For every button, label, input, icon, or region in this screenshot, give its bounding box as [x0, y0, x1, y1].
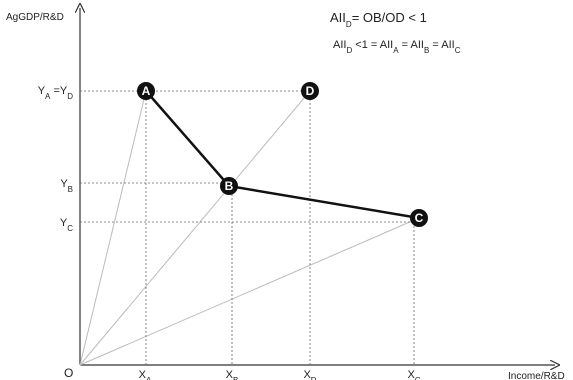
subscript: C: [67, 224, 73, 233]
formula: AIID= OB/OD < 1: [330, 10, 427, 29]
y-label: YC: [60, 217, 73, 233]
subscript: B: [424, 46, 429, 55]
subscript: A: [45, 92, 51, 101]
subscript: D: [346, 46, 352, 55]
x-axis-label: Income/R&D: [508, 371, 565, 380]
y-axis-label: AgGDP/R&D: [6, 12, 64, 23]
text-part: = AII: [399, 39, 424, 51]
text-part: = AII: [429, 39, 454, 51]
svg-text:B: B: [225, 179, 234, 193]
ray-oa: [79, 90, 147, 366]
node: A: [137, 82, 155, 100]
x-label: XA: [139, 369, 152, 380]
ray-oc: [79, 217, 420, 366]
svg-text:D: D: [306, 84, 315, 98]
text-part: AII: [330, 10, 346, 25]
svg-text:C: C: [415, 211, 424, 225]
x-label: XB: [226, 369, 239, 380]
subscript: C: [455, 46, 461, 55]
x-label: XC: [407, 369, 420, 380]
subscript: D: [346, 20, 352, 29]
subscript: B: [233, 376, 238, 380]
subscript: A: [146, 376, 152, 380]
subscript: B: [68, 185, 73, 194]
formula: AIID <1 = AIIA = AIIB = AIIC: [333, 39, 461, 55]
subscript: D: [67, 92, 73, 101]
frontier: [145, 90, 420, 220]
ray-od: [79, 90, 311, 366]
origin-label: O: [64, 366, 73, 380]
subscript: D: [311, 376, 317, 380]
text-part: Y: [60, 217, 68, 229]
subscript: A: [393, 46, 399, 55]
node: D: [301, 82, 319, 100]
text-part: X: [226, 369, 234, 380]
node: C: [410, 209, 428, 227]
subscript: C: [415, 376, 421, 380]
y-label: YA =YD: [38, 85, 74, 101]
text-part: <1 = AII: [352, 39, 393, 51]
text-part: Y: [60, 178, 68, 190]
text-part: =Y: [50, 85, 67, 97]
text-part: = OB/OD < 1: [352, 10, 427, 25]
text-part: X: [303, 369, 311, 380]
text-part: Y: [38, 85, 46, 97]
text-part: X: [139, 369, 147, 380]
text-part: X: [407, 369, 415, 380]
text-part: AII: [333, 39, 346, 51]
y-label: YB: [60, 178, 73, 194]
x-label: XD: [303, 369, 316, 380]
svg-text:A: A: [142, 84, 151, 98]
node: B: [220, 177, 238, 195]
